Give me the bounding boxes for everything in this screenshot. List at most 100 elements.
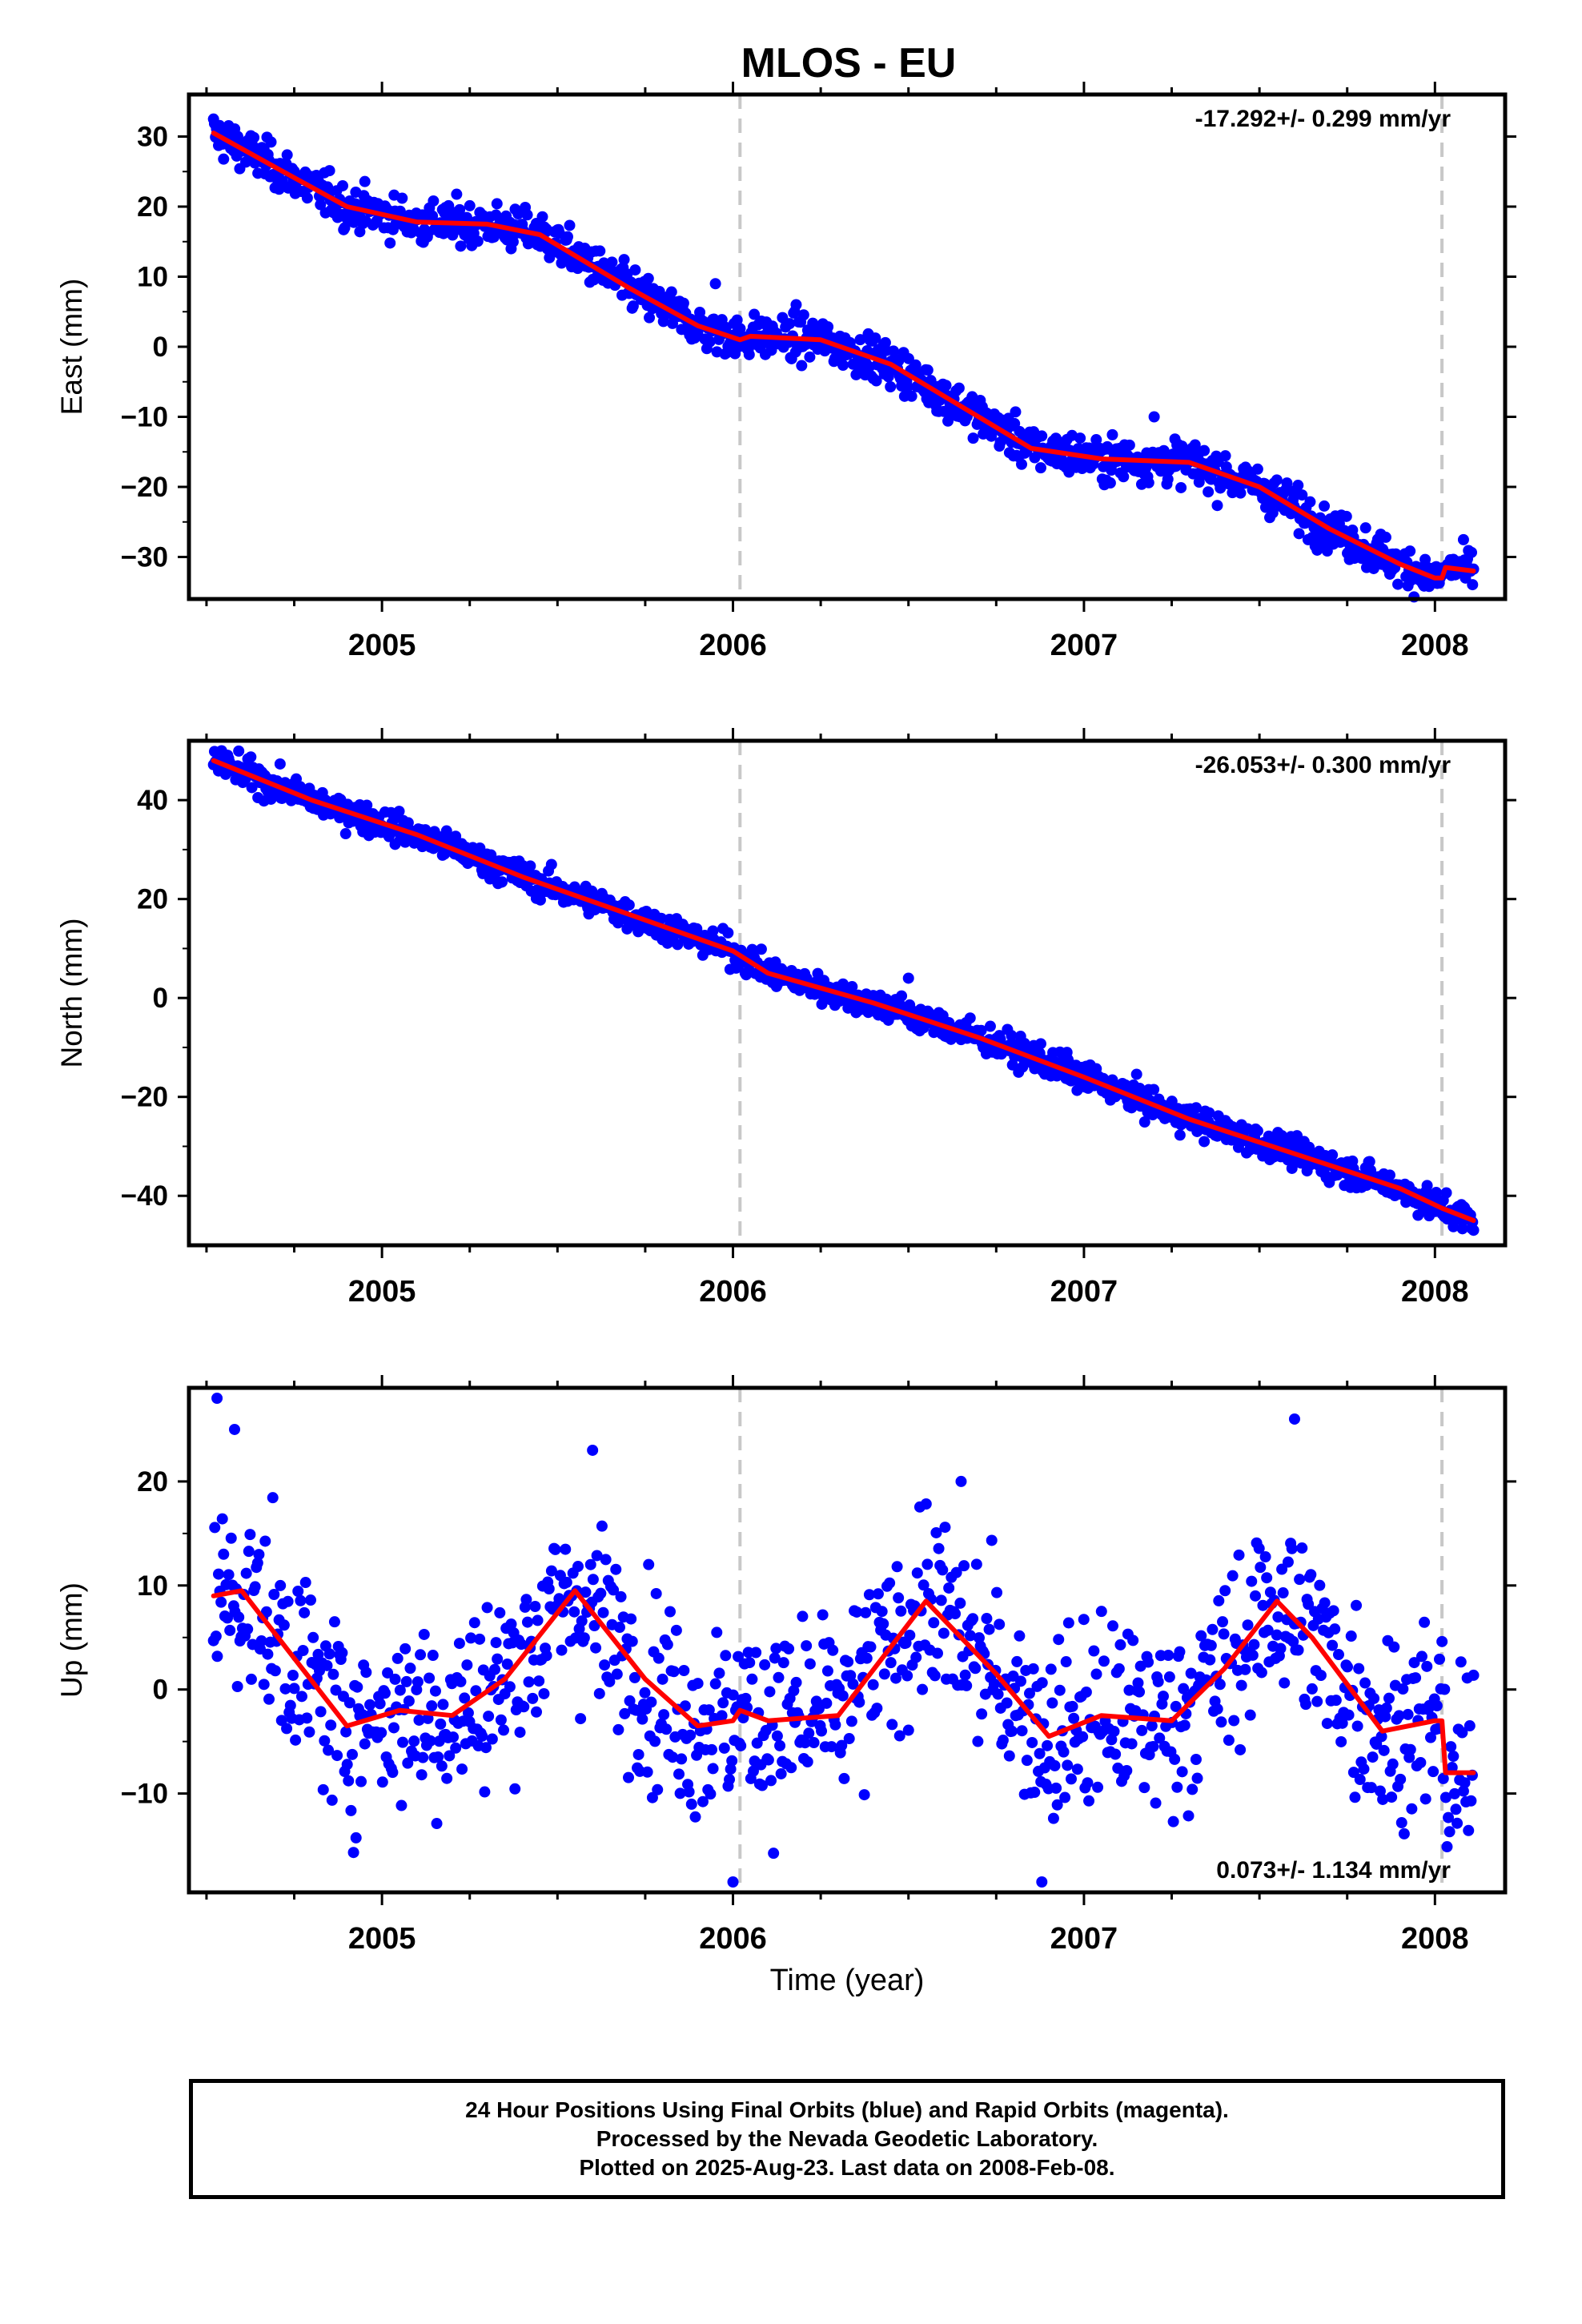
- up-data-point: [287, 1669, 299, 1681]
- up-data-point: [770, 1642, 782, 1655]
- up-data-point: [1406, 1803, 1418, 1815]
- north-data-point: [1456, 1223, 1468, 1235]
- east-model-curve: [211, 131, 1476, 581]
- up-outlier-point: [727, 1876, 739, 1888]
- up-data-point: [596, 1520, 608, 1532]
- north-data-point: [1242, 1123, 1254, 1135]
- up-data-point: [1003, 1750, 1015, 1762]
- up-data-point: [865, 1641, 877, 1653]
- up-data-point: [683, 1786, 695, 1798]
- up-data-point: [724, 1774, 736, 1786]
- up-data-point: [427, 1650, 439, 1662]
- up-data-point: [345, 1804, 357, 1816]
- up-data-point: [1404, 1743, 1416, 1755]
- up-data-point: [837, 1690, 849, 1702]
- up-data-point: [325, 1719, 337, 1731]
- up-data-point: [1446, 1762, 1458, 1774]
- up-data-point: [319, 1735, 331, 1747]
- up-data-point: [764, 1686, 776, 1698]
- up-data-point: [1011, 1655, 1023, 1667]
- up-outlier-point: [955, 1475, 967, 1487]
- up-data-point: [976, 1708, 988, 1720]
- east-data-point: [248, 131, 260, 143]
- footer-line-2: Processed by the Nevada Geodetic Laborat…: [596, 2126, 1098, 2151]
- up-data-point: [578, 1632, 590, 1644]
- up-data-point: [521, 1616, 533, 1628]
- up-data-point: [1255, 1562, 1267, 1574]
- up-outlier-point: [228, 1423, 240, 1435]
- east-data-point: [564, 219, 576, 231]
- up-data-point: [921, 1558, 934, 1570]
- up-data-point: [1319, 1597, 1331, 1609]
- up-data-point: [396, 1799, 408, 1811]
- up-data-point: [538, 1687, 550, 1699]
- up-data-point: [1223, 1735, 1235, 1747]
- up-data-point: [720, 1650, 732, 1662]
- up-data-point: [436, 1760, 448, 1772]
- up-data-point: [604, 1675, 616, 1687]
- up-data-point: [587, 1574, 599, 1586]
- up-data-point: [543, 1582, 555, 1594]
- up-data-point: [652, 1652, 665, 1664]
- north-data-point: [1034, 1038, 1046, 1050]
- east-data-point: [1016, 458, 1028, 470]
- up-outlier-point: [587, 1444, 599, 1456]
- east-data-point: [521, 209, 533, 221]
- up-data-point: [418, 1628, 430, 1640]
- up-data-point: [336, 1647, 348, 1659]
- east-y-tick-label: 20: [137, 191, 168, 223]
- up-data-point: [1377, 1793, 1389, 1805]
- up-data-point: [575, 1713, 587, 1725]
- up-data-point: [1182, 1810, 1195, 1822]
- east-data-point: [627, 300, 639, 312]
- up-data-point: [735, 1739, 747, 1751]
- up-data-point: [1345, 1630, 1357, 1642]
- up-data-point: [1277, 1587, 1289, 1599]
- up-data-point: [1006, 1725, 1018, 1737]
- up-data-point: [1296, 1542, 1308, 1554]
- up-data-point: [893, 1730, 905, 1742]
- up-data-point: [307, 1631, 319, 1643]
- up-data-point: [783, 1642, 795, 1655]
- up-data-point: [374, 1698, 386, 1710]
- east-data-point: [437, 227, 449, 239]
- up-data-point: [1351, 1720, 1363, 1732]
- east-data-point: [1319, 500, 1331, 512]
- up-data-point: [825, 1741, 837, 1753]
- up-data-point: [259, 1535, 271, 1547]
- north-data-point: [1148, 1084, 1160, 1096]
- up-data-point: [591, 1550, 603, 1562]
- east-data-point: [1293, 528, 1305, 540]
- up-data-point: [245, 1673, 257, 1685]
- east-data-point: [315, 199, 327, 211]
- up-data-point: [845, 1670, 857, 1682]
- up-data-point: [1047, 1812, 1059, 1824]
- up-data-point: [1147, 1741, 1159, 1753]
- up-data-point: [1059, 1791, 1071, 1803]
- up-data-point: [459, 1692, 471, 1704]
- up-data-point: [223, 1569, 235, 1581]
- up-data-point: [877, 1618, 889, 1630]
- up-data-point: [1062, 1617, 1074, 1629]
- up-data-point: [299, 1606, 311, 1618]
- up-data-point: [417, 1751, 429, 1763]
- up-data-point: [1448, 1787, 1460, 1799]
- up-data-point: [253, 1549, 265, 1561]
- up-data-point: [893, 1592, 905, 1604]
- up-data-point: [804, 1658, 816, 1670]
- up-data-point: [240, 1567, 252, 1579]
- east-data-point: [1251, 463, 1263, 475]
- up-data-point: [1146, 1720, 1158, 1732]
- up-data-point: [258, 1679, 270, 1691]
- up-data-point: [580, 1586, 592, 1598]
- up-x-tick-label: 2008: [1401, 1922, 1469, 1956]
- up-data-point: [1402, 1708, 1414, 1720]
- up-data-point: [821, 1665, 833, 1677]
- up-data-point: [1261, 1572, 1273, 1584]
- up-data-point: [1349, 1791, 1361, 1803]
- north-data-point: [984, 1020, 996, 1032]
- up-data-point: [917, 1683, 929, 1695]
- up-data-point: [553, 1593, 565, 1605]
- east-data-point: [940, 380, 952, 392]
- up-data-point: [988, 1678, 1000, 1690]
